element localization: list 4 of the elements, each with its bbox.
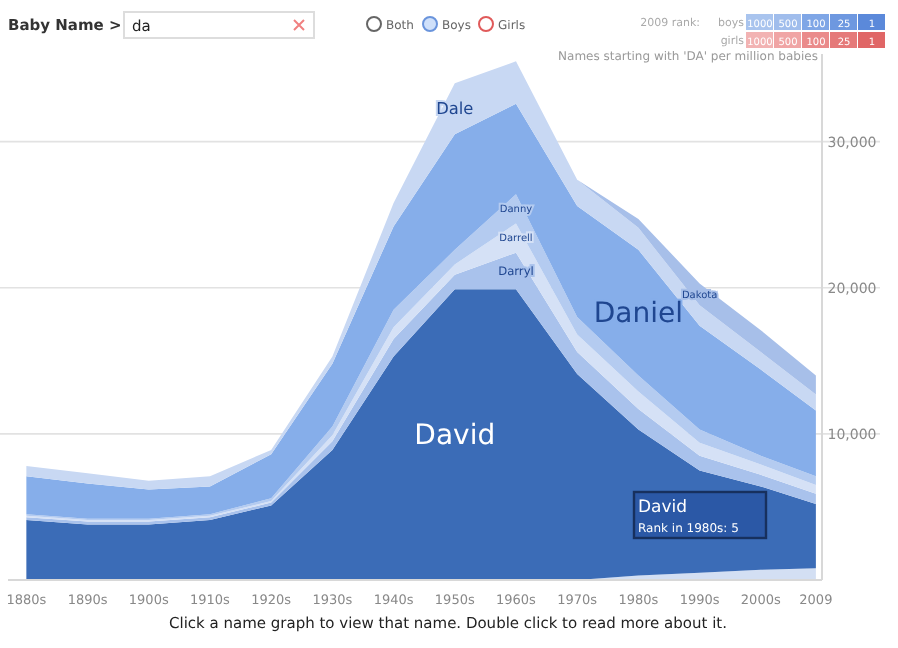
annotation: David [638, 498, 688, 518]
series-label: Daniel [593, 297, 684, 330]
series-label: David [414, 419, 496, 452]
series-label: Dale [436, 98, 474, 119]
